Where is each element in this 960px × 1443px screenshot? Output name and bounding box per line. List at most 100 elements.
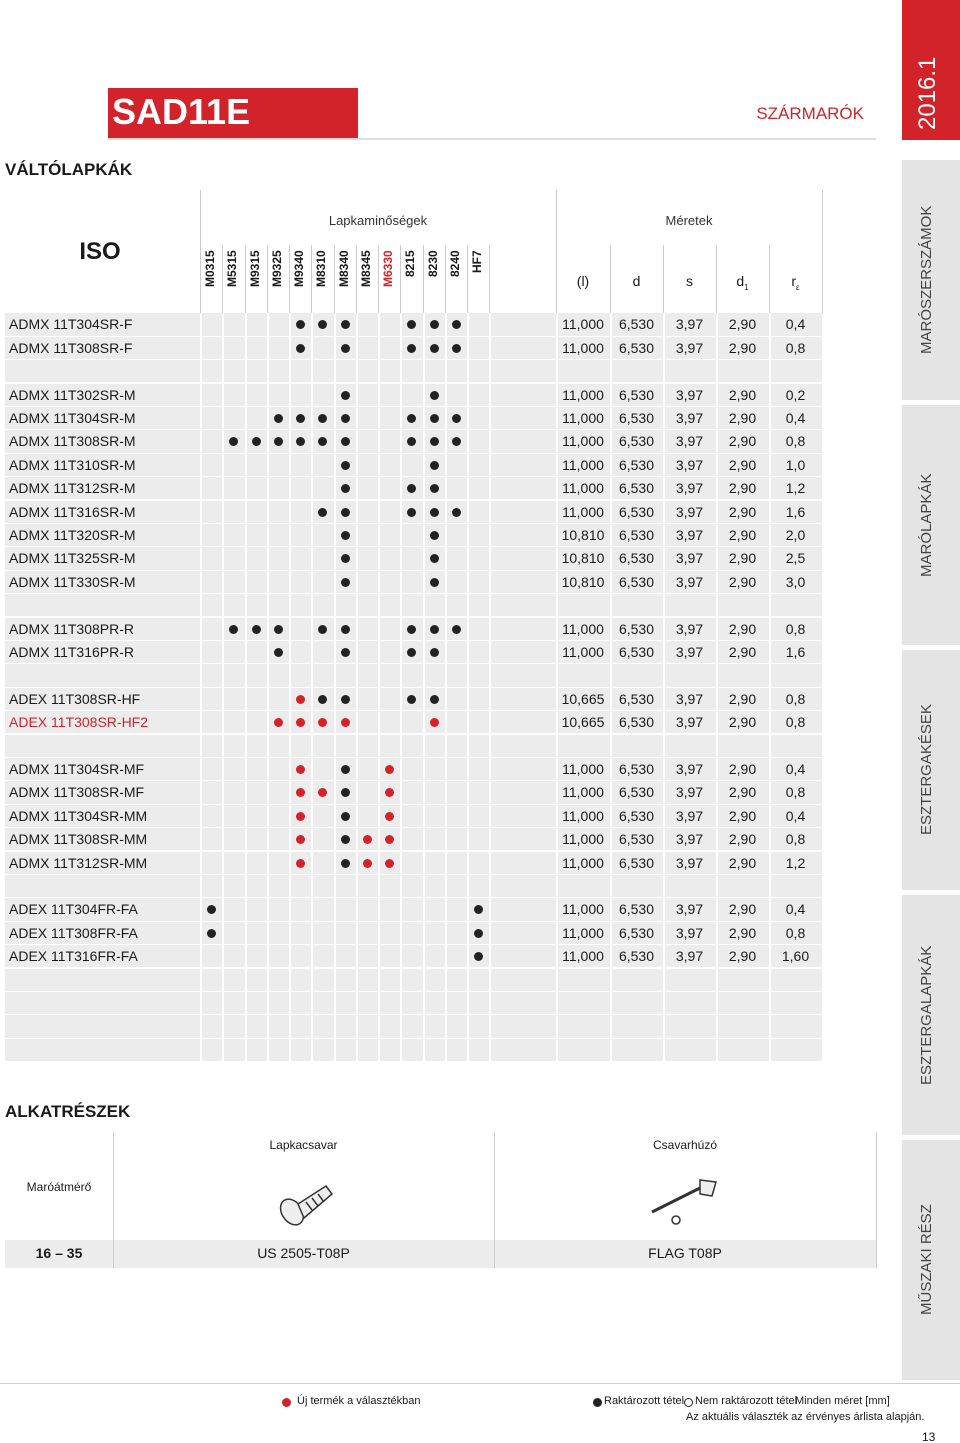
dimension-value: 0,8 bbox=[785, 784, 806, 801]
column-line bbox=[311, 313, 314, 1063]
parts-value: 16 – 35 bbox=[35, 1245, 83, 1261]
dimension-value: 0,8 bbox=[785, 831, 806, 848]
parts-line bbox=[113, 1132, 114, 1268]
column-line bbox=[266, 313, 269, 1063]
stock-dot bbox=[340, 858, 350, 868]
dim-header: (l) bbox=[556, 273, 610, 289]
stock-dot bbox=[340, 320, 350, 330]
dimension-value: 11,000 bbox=[562, 948, 604, 965]
dimension-value: 2,90 bbox=[728, 620, 757, 637]
dimension-value: 2,5 bbox=[785, 550, 806, 567]
stock-dot bbox=[207, 928, 217, 938]
stock-dot bbox=[340, 811, 350, 821]
dimension-value: 2,90 bbox=[728, 924, 757, 941]
table-row-bg bbox=[5, 1015, 822, 1038]
header-rule bbox=[108, 138, 876, 140]
product-code: ADMX 11T310SR-M bbox=[9, 456, 136, 473]
dimension-value: 2,90 bbox=[728, 831, 757, 848]
dimension-value: 3,97 bbox=[675, 948, 704, 965]
dimension-value: 3,97 bbox=[675, 854, 704, 871]
column-line bbox=[556, 313, 558, 1063]
table-row-bg bbox=[5, 874, 822, 898]
column-line bbox=[489, 245, 491, 314]
dimension-value: 0,8 bbox=[785, 620, 806, 637]
table-row-bg bbox=[5, 921, 822, 945]
legend-dot bbox=[282, 1398, 291, 1407]
dim-symbol: (l) bbox=[576, 273, 590, 289]
stock-dot bbox=[429, 647, 439, 657]
stock-dot bbox=[451, 437, 461, 447]
dimension-value: 6,530 bbox=[618, 316, 655, 333]
dimension-value: 6,530 bbox=[618, 760, 655, 777]
grade-label: M5315 bbox=[225, 250, 240, 287]
dimension-value: 3,97 bbox=[675, 690, 704, 707]
dimension-value: 2,90 bbox=[728, 456, 757, 473]
product-code: ADMX 11T304SR-MF bbox=[9, 760, 145, 777]
product-code: ADMX 11T308SR-MF bbox=[9, 784, 145, 801]
sidebar-tab bbox=[902, 895, 960, 1135]
column-line bbox=[311, 245, 313, 314]
column-line bbox=[244, 313, 247, 1063]
stock-dot bbox=[429, 577, 439, 587]
dimension-value: 3,0 bbox=[785, 573, 806, 590]
sidebar-tab bbox=[902, 160, 960, 400]
stock-dot bbox=[407, 484, 417, 494]
dimension-value: 0,4 bbox=[785, 409, 806, 426]
dimension-value: 11,000 bbox=[562, 854, 604, 871]
stock-dot bbox=[451, 343, 461, 353]
dimension-value: 2,90 bbox=[728, 948, 757, 965]
dimension-value: 11,000 bbox=[562, 503, 604, 520]
grade-label: HF7 bbox=[470, 250, 484, 273]
stock-dot bbox=[273, 624, 283, 634]
dimension-value: 6,530 bbox=[618, 480, 655, 497]
grade-label: M8345 bbox=[358, 250, 373, 287]
table-row-bg bbox=[5, 991, 822, 1015]
product-code: ADMX 11T320SR-M bbox=[9, 526, 136, 543]
stock-dot bbox=[340, 788, 350, 798]
stock-dot bbox=[340, 577, 350, 587]
dimension-value: 3,97 bbox=[675, 901, 704, 918]
dim-subscript: ε bbox=[796, 282, 800, 292]
column-line bbox=[422, 313, 425, 1063]
footer-availability: Az aktuális választék az érvényes árlist… bbox=[686, 1411, 925, 1423]
sidebar-label: ESZTERGALAPKÁK bbox=[918, 945, 935, 1085]
table-row-bg bbox=[5, 804, 822, 828]
stock-dot bbox=[340, 764, 350, 774]
driver-icon bbox=[651, 1179, 717, 1225]
dim-symbol: d bbox=[736, 273, 745, 289]
table-row-bg bbox=[5, 945, 822, 968]
stock-dot bbox=[340, 413, 350, 423]
stock-dot bbox=[407, 437, 417, 447]
parts-label: Csavarhúzó bbox=[652, 1138, 718, 1152]
stock-dot bbox=[318, 437, 328, 447]
grade-label: M9340 bbox=[292, 250, 306, 287]
column-line bbox=[266, 245, 268, 314]
dimension-value: 3,97 bbox=[675, 480, 704, 497]
dimension-value: 1,6 bbox=[785, 503, 806, 520]
product-code: ADMX 11T330SR-M bbox=[9, 573, 136, 590]
stock-dot bbox=[296, 764, 306, 774]
dim-header: rε bbox=[769, 273, 822, 292]
dimension-value: 6,530 bbox=[618, 409, 655, 426]
category: SZÁRMARÓK bbox=[756, 104, 864, 123]
grade-label: M8310 bbox=[314, 250, 329, 287]
stock-dot bbox=[429, 343, 439, 353]
table-row-bg bbox=[5, 570, 822, 594]
dimension-value: 2,90 bbox=[728, 901, 757, 918]
column-line bbox=[556, 190, 557, 314]
parts-bg bbox=[5, 1240, 876, 1268]
dimension-value: 3,97 bbox=[675, 924, 704, 941]
table-row-bg bbox=[5, 851, 822, 874]
sidebar-tab bbox=[902, 1140, 960, 1380]
stock-dot bbox=[273, 718, 283, 728]
stock-dot bbox=[340, 718, 350, 728]
dimension-value: 6,530 bbox=[618, 690, 655, 707]
stock-dot bbox=[407, 320, 417, 330]
dimension-value: 2,90 bbox=[728, 714, 757, 731]
stock-dot bbox=[340, 437, 350, 447]
stock-dot bbox=[429, 484, 439, 494]
table-row-bg bbox=[5, 523, 822, 547]
stock-dot bbox=[340, 484, 350, 494]
stock-dot bbox=[296, 413, 306, 423]
stock-dot bbox=[385, 835, 395, 845]
